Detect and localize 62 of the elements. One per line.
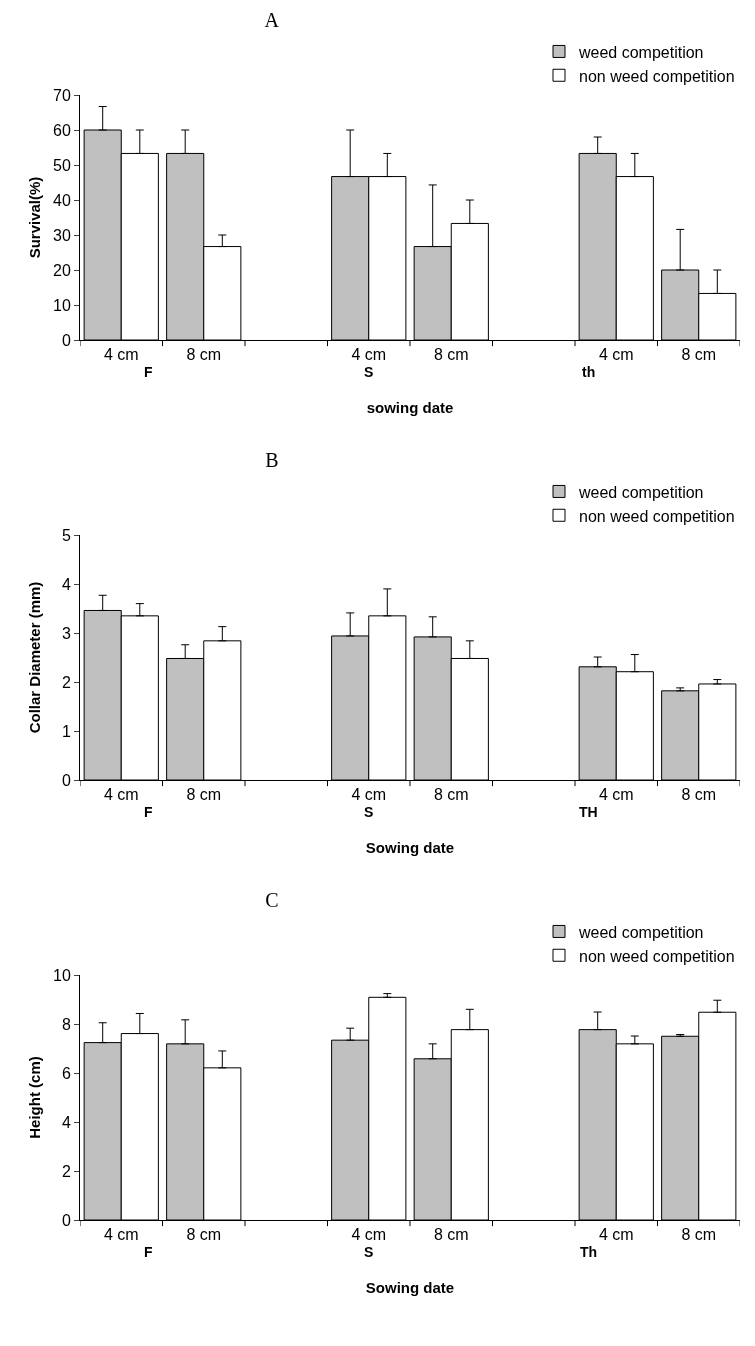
legend-label: non weed competition	[579, 507, 735, 525]
x-tick-label: 8 cm	[433, 1226, 469, 1244]
text: TH	[579, 804, 598, 820]
y-tick-label: 4	[61, 575, 71, 593]
text: F	[144, 1244, 153, 1260]
y-tick-label: 5	[61, 526, 71, 544]
x-axis-title: Sowing date	[365, 1279, 455, 1297]
y-axis-title: Collar Diameter (mm)	[26, 581, 43, 734]
x-tick-label: 8 cm	[433, 786, 469, 804]
chart-title: B	[265, 449, 279, 472]
y-tick-label: 3	[61, 624, 71, 642]
text: S	[364, 804, 374, 820]
x-tick-label: 8 cm	[681, 786, 717, 804]
chart-title: C	[265, 889, 279, 912]
y-tick-label: 70	[53, 86, 71, 104]
text: F	[144, 364, 153, 380]
y-tick-label: 60	[53, 121, 71, 139]
y-tick-label: 2	[61, 1162, 71, 1180]
x-tick-label: 4 cm	[598, 786, 634, 804]
x-axis-title: Sowing date	[365, 839, 455, 857]
y-tick-label: 30	[53, 226, 71, 244]
y-tick-label: 6	[61, 1064, 71, 1082]
x-tick-label: 8 cm	[681, 346, 717, 364]
x-tick-label: 4 cm	[598, 346, 634, 364]
y-tick-label: 0	[61, 331, 71, 349]
x-tick-label: 4 cm	[351, 786, 387, 804]
x-tick-label: 4 cm	[103, 346, 139, 364]
x-tick-label: 4 cm	[351, 1226, 387, 1244]
y-tick-label: 0	[61, 771, 71, 789]
x-tick-label: 4 cm	[351, 346, 387, 364]
y-tick-label: 4	[61, 1113, 71, 1131]
x-axis-title: sowing date	[366, 399, 454, 417]
y-tick-label: 20	[53, 261, 71, 279]
x-tick-label: 8 cm	[186, 786, 222, 804]
y-tick-label: 50	[53, 156, 71, 174]
y-tick-label: 1	[61, 722, 71, 740]
legend-label: weed competition	[578, 483, 704, 501]
x-tick-label: 4 cm	[103, 786, 139, 804]
x-tick-label: 8 cm	[681, 1226, 717, 1244]
y-axis-title: Height (cm)	[26, 1056, 43, 1139]
chart-title: A	[264, 9, 280, 32]
text: S	[364, 1244, 374, 1260]
legend-label: weed competition	[578, 43, 704, 61]
y-tick-label: 10	[53, 296, 71, 314]
y-tick-label: 40	[53, 191, 71, 209]
text: Th	[580, 1244, 598, 1260]
x-tick-label: 8 cm	[433, 346, 469, 364]
y-tick-label: 0	[61, 1211, 71, 1229]
y-tick-label: 8	[61, 1015, 71, 1033]
y-axis-title: Survival(%)	[26, 176, 43, 259]
x-tick-label: 8 cm	[186, 1226, 222, 1244]
text: F	[144, 804, 153, 820]
text: th	[582, 364, 596, 380]
x-tick-label: 8 cm	[186, 346, 222, 364]
x-tick-label: 4 cm	[103, 1226, 139, 1244]
legend-label: weed competition	[578, 923, 704, 941]
text: S	[364, 364, 374, 380]
x-tick-label: 4 cm	[598, 1226, 634, 1244]
legend-label: non weed competition	[579, 947, 735, 965]
y-tick-label: 10	[53, 966, 71, 984]
y-tick-label: 2	[61, 673, 71, 691]
legend-label: non weed competition	[579, 67, 735, 85]
